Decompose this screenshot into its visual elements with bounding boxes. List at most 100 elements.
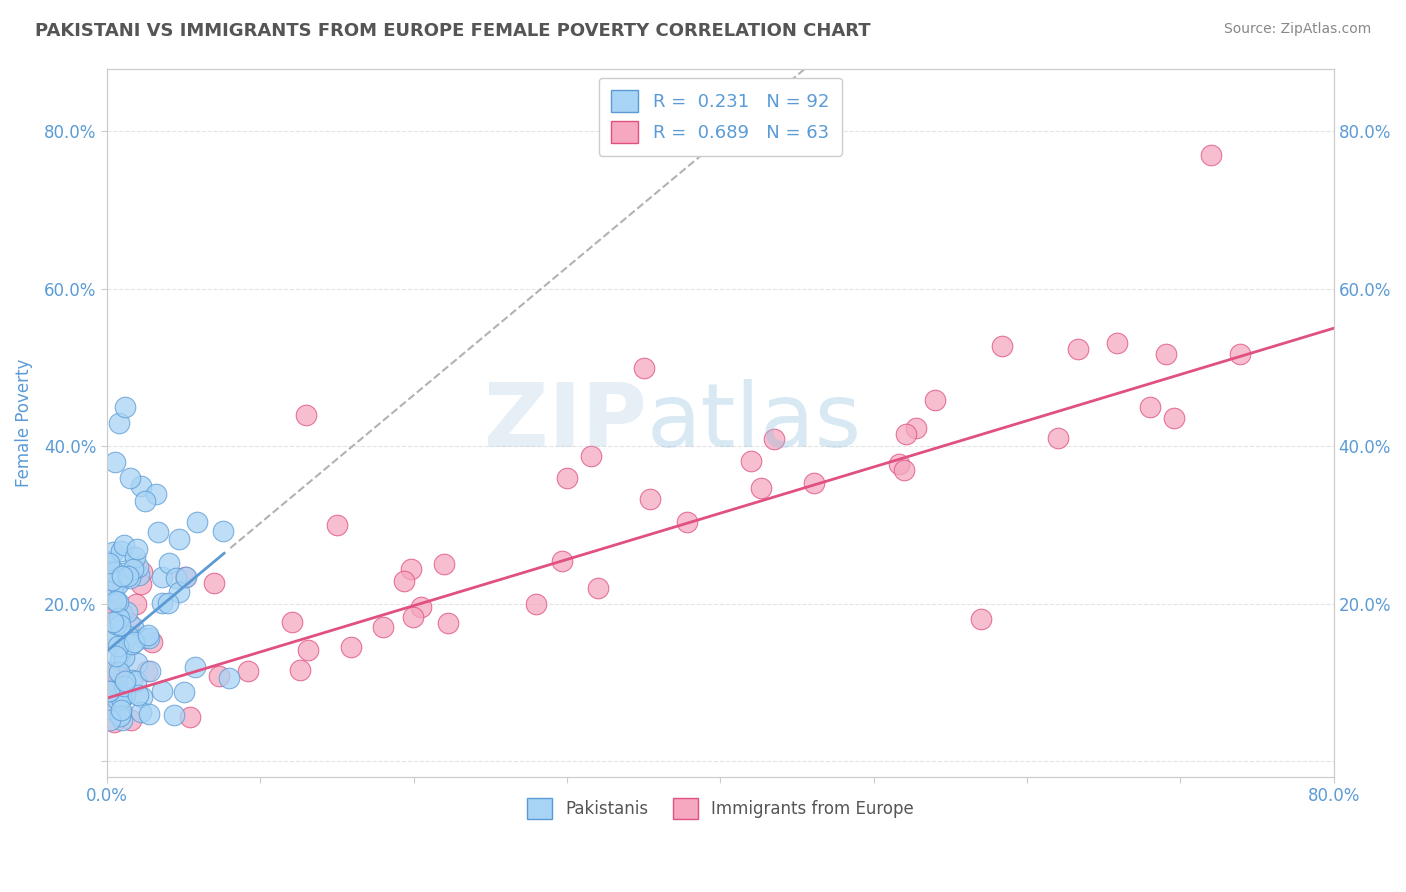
Point bbox=[103, 615, 125, 630]
Point bbox=[340, 640, 363, 654]
Text: PAKISTANI VS IMMIGRANTS FROM EUROPE FEMALE POVERTY CORRELATION CHART: PAKISTANI VS IMMIGRANTS FROM EUROPE FEMA… bbox=[35, 22, 870, 40]
Point bbox=[893, 463, 915, 477]
Point bbox=[184, 660, 207, 674]
Point bbox=[128, 567, 150, 582]
Point bbox=[141, 634, 163, 648]
Point bbox=[401, 609, 423, 624]
Point bbox=[288, 664, 311, 678]
Point bbox=[122, 620, 145, 634]
Point bbox=[134, 494, 156, 508]
Point bbox=[107, 639, 129, 653]
Point bbox=[103, 565, 125, 579]
Point bbox=[409, 599, 432, 614]
Text: ZIP: ZIP bbox=[484, 379, 647, 467]
Point bbox=[103, 714, 125, 729]
Point bbox=[125, 597, 148, 611]
Point bbox=[111, 571, 134, 585]
Point bbox=[138, 706, 160, 721]
Point bbox=[157, 556, 180, 570]
Point bbox=[118, 471, 141, 485]
Point bbox=[112, 650, 135, 665]
Point bbox=[163, 708, 186, 723]
Point bbox=[125, 656, 148, 670]
Point bbox=[633, 360, 655, 375]
Point bbox=[114, 673, 136, 688]
Point bbox=[110, 690, 132, 705]
Point bbox=[150, 684, 173, 698]
Point bbox=[551, 554, 574, 568]
Point bbox=[165, 570, 187, 584]
Point bbox=[97, 587, 120, 601]
Text: atlas: atlas bbox=[647, 379, 862, 467]
Point bbox=[114, 685, 136, 699]
Point bbox=[107, 577, 129, 591]
Point bbox=[392, 574, 415, 589]
Point bbox=[297, 643, 319, 657]
Point bbox=[104, 455, 127, 469]
Y-axis label: Female Poverty: Female Poverty bbox=[15, 359, 32, 487]
Point bbox=[145, 486, 167, 500]
Point bbox=[281, 615, 304, 630]
Point bbox=[295, 408, 318, 422]
Point bbox=[218, 671, 240, 685]
Point bbox=[108, 665, 131, 680]
Point bbox=[97, 602, 120, 616]
Point bbox=[104, 649, 127, 664]
Point bbox=[120, 570, 142, 584]
Point bbox=[131, 566, 153, 580]
Point bbox=[129, 478, 152, 492]
Point bbox=[124, 635, 146, 649]
Point bbox=[100, 573, 122, 587]
Point bbox=[101, 585, 124, 599]
Point bbox=[326, 518, 349, 533]
Point bbox=[136, 628, 159, 642]
Point bbox=[134, 632, 156, 646]
Point bbox=[104, 592, 127, 607]
Point bbox=[173, 570, 195, 584]
Point bbox=[1229, 347, 1251, 361]
Point bbox=[763, 432, 786, 446]
Point bbox=[150, 570, 173, 584]
Point bbox=[101, 545, 124, 559]
Point bbox=[129, 705, 152, 719]
Point bbox=[1163, 410, 1185, 425]
Point bbox=[97, 611, 120, 625]
Point bbox=[108, 610, 131, 624]
Point bbox=[97, 554, 120, 568]
Point bbox=[107, 595, 129, 609]
Point bbox=[371, 620, 394, 634]
Point bbox=[179, 710, 201, 724]
Point bbox=[887, 457, 910, 471]
Point bbox=[108, 708, 131, 723]
Point bbox=[120, 714, 142, 728]
Point bbox=[105, 676, 128, 690]
Point bbox=[138, 631, 160, 645]
Point bbox=[167, 584, 190, 599]
Text: Source: ZipAtlas.com: Source: ZipAtlas.com bbox=[1223, 22, 1371, 37]
Point bbox=[905, 421, 928, 435]
Point bbox=[121, 637, 143, 651]
Point bbox=[101, 582, 124, 597]
Point bbox=[146, 525, 169, 540]
Point bbox=[122, 562, 145, 576]
Point bbox=[111, 714, 134, 728]
Point bbox=[110, 652, 132, 666]
Point bbox=[127, 559, 149, 574]
Point bbox=[1105, 335, 1128, 350]
Point bbox=[108, 416, 131, 430]
Point bbox=[1066, 342, 1088, 356]
Point bbox=[122, 565, 145, 579]
Point bbox=[98, 556, 121, 570]
Point bbox=[1154, 347, 1177, 361]
Point bbox=[97, 627, 120, 641]
Point bbox=[121, 673, 143, 687]
Point bbox=[97, 633, 120, 648]
Point bbox=[238, 664, 260, 678]
Point bbox=[127, 688, 149, 702]
Point bbox=[97, 665, 120, 679]
Point bbox=[117, 568, 139, 582]
Point bbox=[114, 400, 136, 414]
Point bbox=[676, 515, 699, 529]
Point bbox=[1199, 148, 1222, 162]
Point bbox=[110, 606, 132, 620]
